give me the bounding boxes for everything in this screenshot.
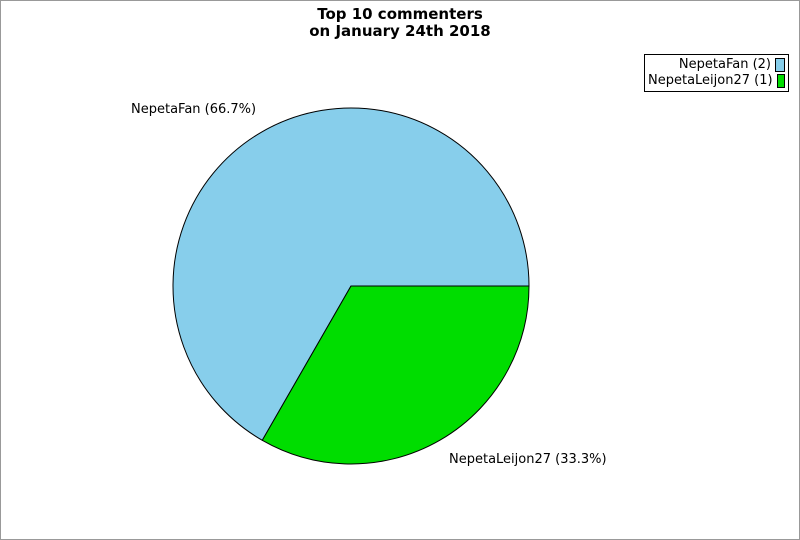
slice-label-nepetafan: NepetaFan (66.7%)	[131, 102, 257, 117]
pie-chart	[172, 107, 530, 465]
legend-label: NepetaFan (2)	[678, 57, 771, 72]
slice-label-nepetaleijon27: NepetaLeijon27 (33.3%)	[449, 452, 607, 467]
chart-title-line2: on January 24th 2018	[309, 22, 491, 40]
chart-title: Top 10 commenters on January 24th 2018	[1, 6, 799, 40]
pie-slice-nepetaleijon27	[261, 285, 530, 465]
legend-item-nepetafan: NepetaFan (2)	[648, 57, 785, 73]
legend-label: NepetaLeijon27 (1)	[648, 73, 773, 88]
chart-title-line1: Top 10 commenters	[317, 5, 483, 23]
legend: NepetaFan (2) NepetaLeijon27 (1)	[644, 54, 789, 92]
pie-slice-nepetafan	[172, 107, 530, 441]
legend-swatch	[776, 74, 785, 88]
legend-item-nepetaleijon27: NepetaLeijon27 (1)	[648, 73, 785, 89]
legend-swatch	[775, 58, 785, 72]
